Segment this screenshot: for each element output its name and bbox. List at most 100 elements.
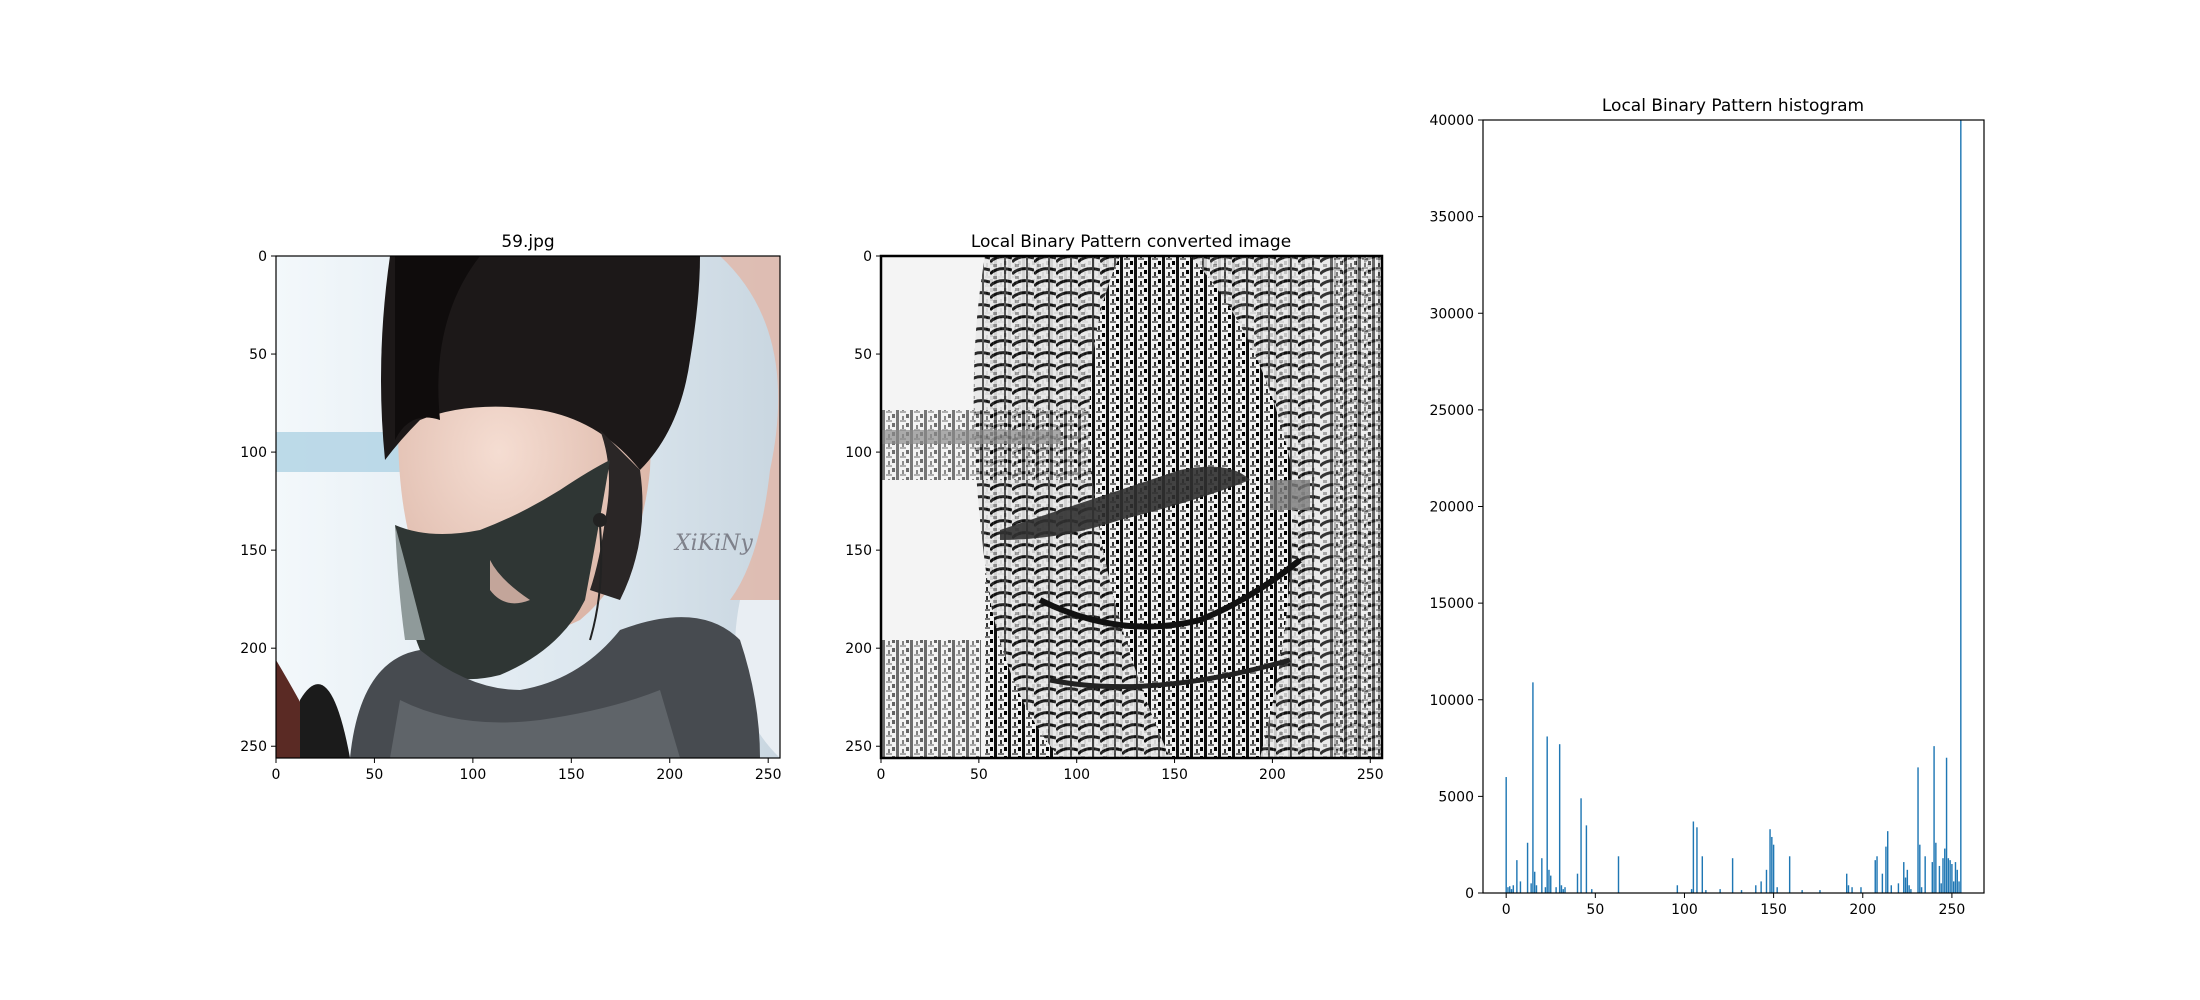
histogram-bar [1690, 889, 1693, 893]
photo-ytick-label: 200 [240, 641, 267, 657]
histogram-bar [1940, 883, 1942, 893]
histogram-ytick-label: 0 [1465, 886, 1474, 902]
histogram-bar [1874, 860, 1876, 893]
histogram-bar [1906, 869, 1909, 893]
histogram-bar [1532, 682, 1534, 893]
histogram-bar [1731, 858, 1734, 893]
photo-ytick-label: 250 [240, 739, 267, 755]
histogram-bar [1692, 821, 1695, 893]
photo-xtick-label: 150 [558, 767, 585, 783]
histogram-bar [1885, 846, 1887, 893]
histogram-bar [1507, 887, 1509, 893]
histogram-bar [1541, 858, 1543, 893]
lbp-ytick-label: 250 [845, 739, 872, 755]
histogram-tick-group: 0 50 100 150 200 250 0 5000 10000 15000 20000 25000… [1429, 113, 1965, 918]
histogram-bar [1910, 889, 1912, 893]
histogram-bar [1719, 889, 1721, 893]
lbp-image [881, 256, 1382, 758]
histogram-bar [1945, 757, 1948, 893]
histogram-ytick-label: 20000 [1429, 500, 1474, 516]
lbp-ytick-label: 200 [845, 641, 872, 657]
histogram-xtick-label: 200 [1849, 902, 1876, 918]
histogram-title: Local Binary Pattern histogram [1602, 96, 1864, 116]
watermark-text: XiKiNy [673, 531, 753, 556]
histogram-bar [1788, 856, 1791, 893]
histogram-bar [1881, 873, 1884, 893]
histogram-bar [1533, 871, 1536, 893]
histogram-bar [1944, 848, 1946, 893]
histogram-bar [1509, 886, 1511, 893]
histogram-bar [1772, 844, 1775, 893]
histogram-bar [1958, 881, 1960, 893]
histogram-bar [1505, 777, 1507, 893]
photo-xtick-label: 50 [366, 767, 384, 783]
histogram-bar [1530, 883, 1532, 893]
histogram-bar [1942, 858, 1944, 893]
histogram-bar [1740, 890, 1743, 893]
histogram-bar [1705, 890, 1707, 893]
histogram-ytick-label: 10000 [1429, 693, 1474, 709]
histogram-bar [1550, 875, 1552, 893]
lbp-xtick-label: 50 [970, 767, 988, 783]
lbp-xtick-label: 200 [1259, 767, 1286, 783]
histogram-xtick-label: 100 [1671, 902, 1698, 918]
photo-image: XiKiNy [276, 256, 780, 758]
histogram-bar [1544, 887, 1547, 893]
lbp-panel: Local Binary Pattern converted image 0 50… [845, 232, 1383, 783]
histogram-bar [1935, 842, 1937, 893]
histogram-bar [1938, 865, 1941, 893]
histogram-bar [1919, 844, 1921, 893]
lbp-xtick-label: 250 [1357, 767, 1384, 783]
histogram-bar [1890, 885, 1893, 893]
histogram-bar [1617, 856, 1620, 893]
photo-xtick-label: 200 [656, 767, 683, 783]
histogram-bar [1591, 889, 1593, 893]
histogram-bar [1555, 887, 1557, 893]
histogram-bar [1776, 887, 1778, 893]
histogram-bar [1769, 829, 1771, 893]
histogram-bar [1846, 873, 1848, 893]
histogram-ytick-label: 5000 [1438, 789, 1474, 805]
photo-title: 59.jpg [501, 232, 554, 252]
histogram-xtick-label: 150 [1760, 902, 1787, 918]
photo-xtick-label: 100 [460, 767, 487, 783]
histogram-bar [1562, 889, 1564, 893]
histogram-bar [1904, 877, 1907, 893]
lbp-ytick-label: 100 [845, 445, 872, 461]
histogram-bar [1576, 873, 1579, 893]
histogram-bar [1876, 856, 1878, 893]
photo-xtick-label: 0 [272, 767, 281, 783]
histogram-bar [1917, 767, 1919, 893]
histogram-bar [1526, 842, 1529, 893]
histogram-bar [1755, 885, 1757, 893]
photo-panel: 59.jpg XiKiNy 0 50 100 150 200 250 0 50 100 150 20… [240, 232, 781, 783]
histogram-bar [1956, 869, 1958, 893]
photo-tick-group: 0 50 100 150 200 250 0 50 100 150 200 250 [240, 249, 781, 783]
histogram-bar [1564, 887, 1566, 893]
histogram-xtick-label: 0 [1502, 902, 1511, 918]
lbp-ytick-label: 0 [863, 249, 872, 265]
histogram-bar [1908, 885, 1910, 893]
photo-ytick-label: 50 [249, 347, 267, 363]
lbp-tick-group: 0 50 100 150 200 250 0 50 100 150 200 250 [845, 249, 1383, 783]
histogram-ytick-label: 25000 [1429, 403, 1474, 419]
lbp-ytick-label: 150 [845, 543, 872, 559]
histogram-bar [1819, 890, 1821, 893]
histogram-bar [1546, 736, 1548, 893]
histogram-ytick-label: 30000 [1429, 306, 1474, 322]
histogram-bar [1931, 862, 1934, 893]
histogram-bar [1580, 798, 1582, 893]
histogram-bar [1558, 744, 1561, 893]
histogram-ytick-label: 15000 [1429, 596, 1474, 612]
lbp-xtick-label: 0 [877, 767, 886, 783]
histogram-bars [1505, 120, 1962, 893]
histogram-bar [1897, 883, 1900, 893]
histogram-bar [1676, 885, 1679, 893]
histogram-bar [1920, 887, 1923, 893]
histogram-bar [1860, 887, 1862, 893]
histogram-ytick-label: 35000 [1429, 210, 1474, 226]
histogram-bar [1585, 825, 1588, 893]
histogram-bar [1947, 858, 1950, 893]
lbp-axes-frame [879, 254, 1384, 760]
